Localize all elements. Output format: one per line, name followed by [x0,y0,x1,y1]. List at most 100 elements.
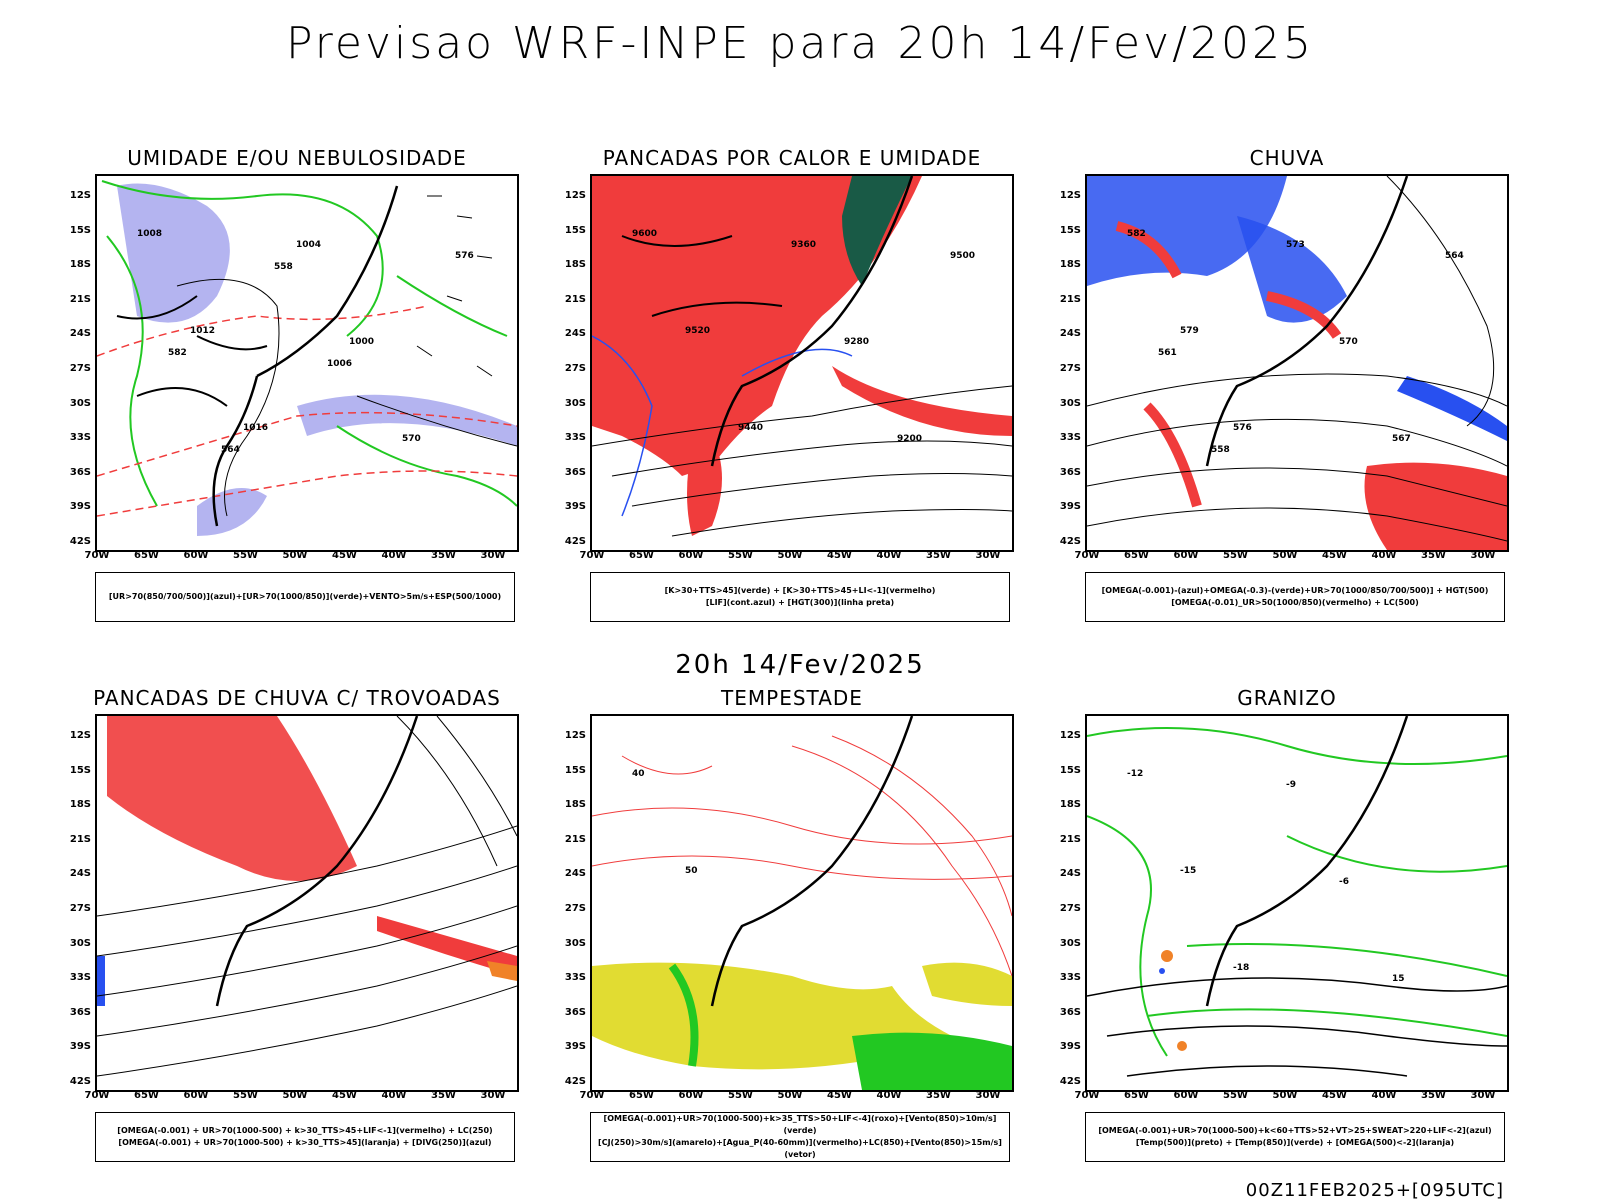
lat-tick-label: 36S [1059,466,1081,478]
lat-tick-label: 33S [564,432,586,444]
lon-tick-label: 60W [1173,550,1199,561]
lat-tick-label: 30S [564,397,586,409]
contour-value-label: 1000 [349,337,374,347]
map-graphic: -12 -15 -18 -9 -6 15 [1087,716,1507,1077]
lon-tick-label: 30W [975,550,1001,561]
contour-value-label: 582 [1127,229,1146,239]
lat-tick-label: 30S [564,937,586,949]
contour-value-label: 1008 [137,229,162,239]
lon-tick-label: 55W [1223,1090,1248,1101]
footer-run-info: 00Z11FEB2025+[095UTC] [1245,1180,1504,1201]
lon-tick-label: 35W [1421,550,1446,561]
contour-value-label: 570 [402,434,421,444]
legend-line: [Temp(500)](preto) + [Temp(850)](verde) … [1135,1138,1455,1147]
lon-tick-label: 40W [876,1090,902,1101]
lat-tick-label: 15S [69,764,91,776]
lon-tick-label: 60W [678,550,704,561]
lon-tick-label: 55W [233,550,258,561]
lat-tick-label: 12S [564,730,586,741]
map-graphic: 40 50 [592,716,1012,1090]
lon-tick-label: 60W [183,550,209,561]
lon-tick-label: 50W [1272,1090,1298,1101]
lat-tick-label: 12S [564,190,586,201]
rain-red-3 [1143,402,1202,508]
storm-orange [487,961,517,981]
lat-tick-label: 27S [69,903,91,914]
lon-tick-label: 40W [381,550,407,561]
contour-value-label: 564 [1445,251,1464,261]
lon-tick-label: 55W [233,1090,258,1101]
lon-tick-label: 30W [1470,1090,1496,1101]
omega-orange [1161,950,1173,962]
omega-blue [1087,176,1287,286]
panel-granizo: GRANIZO -12 -15 -18 -9 -6 15 [OMEGA(-0.001)+U… [1047,686,1527,1186]
rain-red-2 [1364,462,1507,550]
lat-tick-label: 27S [69,363,91,374]
lat-tick-label: 36S [69,466,91,478]
lon-tick-label: 70W [1074,1090,1100,1101]
wind850-green [852,1032,1012,1090]
streamlines [97,716,517,1077]
legend-line: [LIF](cont.azul) + [HGT(300)](linha pret… [705,598,895,607]
lat-tick-label: 30S [1059,937,1081,949]
lon-tick-label: 45W [1322,550,1347,561]
humid-area-lavender-3 [197,488,267,536]
lat-tick-label: 39S [564,501,586,513]
map-graphic [97,716,517,1077]
coastline [256,185,399,378]
lat-tick-label: 30S [69,937,91,949]
lat-tick-label: 42S [69,1076,91,1087]
lat-tick-label: 21S [1059,833,1081,845]
lat-tick-label: 18S [564,799,586,811]
contour-red-dashed-3 [97,470,517,517]
lat-tick-label: 30S [1059,397,1081,409]
panel-pancadas-calor: PANCADAS POR CALOR E UMIDADE 9600 9520 944… [552,146,1032,646]
contour-value-label: 558 [1211,445,1230,455]
contour-value-label: -9 [1286,780,1296,790]
lat-tick-label: 36S [69,1006,91,1018]
pwat-contours [592,735,1012,977]
jet-yellow-2 [922,962,1012,1006]
lat-tick-label: 18S [69,799,91,811]
unstable-area-dark [842,176,912,286]
map-umidade: 1008 1012 1016 1004 1000 570 576 582 564 558 1006 [95,174,519,552]
contour-value-label: 1006 [327,359,352,369]
lat-tick-label: 18S [69,259,91,271]
contour-value-label: 570 [1339,337,1358,347]
panel-title: UMIDADE E/OU NEBULOSIDADE [127,146,467,170]
lat-tick-label: 21S [564,293,586,305]
contour-value-label: 15 [1392,974,1405,984]
lon-tick-label: 45W [827,1090,852,1101]
panel-umidade: UMIDADE E/OU NEBULOSIDADE 1008 1012 1016 10… [57,146,537,646]
storm-red [107,716,357,881]
contour-value-label: 1004 [296,240,321,250]
legend-line: [K>30+TTS>45](verde) + [K>30+TTS>45+LI<-… [664,586,936,595]
panel-title: PANCADAS DE CHUVA C/ TROVOADAS [93,686,501,710]
lon-tick-label: 70W [1074,550,1100,561]
lat-tick-label: 21S [1059,293,1081,305]
lat-tick-label: 42S [1059,1076,1081,1087]
panel-tempestade: TEMPESTADE 40 50 [OMEGA(-0.001)+UR>70(100… [552,686,1032,1186]
isobar-2 [356,395,517,447]
lon-tick-label: 60W [1173,1090,1199,1101]
legend-line: [UR>70(850/700/500)](azul)+[UR>70(1000/8… [108,592,502,601]
lat-tick-label: 39S [69,501,91,513]
lat-tick-label: 12S [1059,190,1081,201]
lon-tick-label: 45W [332,550,357,561]
lat-tick-label: 36S [564,1006,586,1018]
legend-line: [OMEGA(-0.001)-(azul)+OMEGA(-0.3)-(verde… [1101,586,1489,595]
lat-tick-label: 21S [69,293,91,305]
unstable-area-red [592,176,922,476]
contour-value-label: 9440 [738,423,763,433]
borders [116,295,268,407]
map-chuva: 582 579 576 573 570 567 564 561 558 [1085,174,1509,552]
lon-tick-label: 45W [332,1090,357,1101]
contour-value-label: 573 [1286,240,1305,250]
hgt500-line [1087,373,1507,407]
hgt500-line-3 [1087,467,1507,507]
contour-value-label: -15 [1180,866,1196,876]
lat-tick-label: 33S [564,972,586,984]
hgt-line [592,385,1012,447]
lon-tick-label: 70W [579,1090,605,1101]
contour-value-label: 582 [168,348,187,358]
